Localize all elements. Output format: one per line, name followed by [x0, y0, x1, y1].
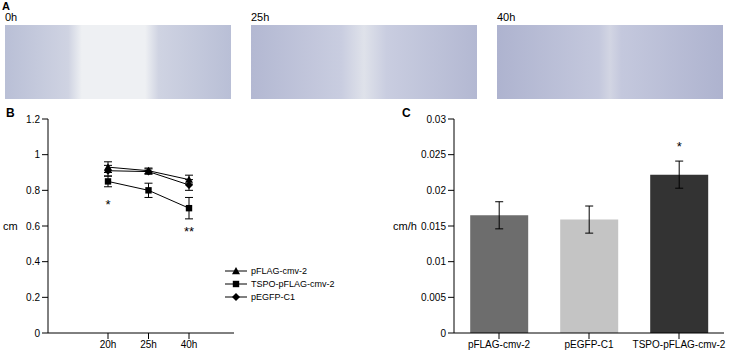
svg-text:0.2: 0.2 [26, 292, 40, 303]
svg-text:40h: 40h [181, 339, 198, 350]
html-text:25h: 25h [251, 11, 270, 23]
svg-text:0: 0 [34, 328, 40, 339]
html-text:B: B [6, 106, 15, 120]
svg-text:**: ** [184, 224, 194, 239]
svg-text:0.01: 0.01 [427, 256, 447, 267]
html-text:A: A [2, 0, 10, 12]
svg-text:20h: 20h [100, 339, 117, 350]
svg-text:TSPO-pFLAG-cmv-2: TSPO-pFLAG-cmv-2 [633, 339, 726, 350]
svg-text:0.03: 0.03 [427, 114, 447, 125]
svg-text:pEGFP-C1: pEGFP-C1 [565, 339, 614, 350]
svg-text:1.2: 1.2 [26, 114, 40, 125]
html-text:C: C [402, 106, 411, 120]
svg-text:pFLAG-cmv-2: pFLAG-cmv-2 [468, 339, 531, 350]
svg-text:0.005: 0.005 [421, 292, 446, 303]
html-text:pEGFP-C1: pEGFP-C1 [251, 291, 295, 302]
html-text:40h: 40h [497, 11, 516, 23]
svg-text:1: 1 [34, 149, 40, 160]
svg-text:0.02: 0.02 [427, 185, 447, 196]
svg-text:0.8: 0.8 [26, 185, 40, 196]
html-text:pFLAG-cmv-2: pFLAG-cmv-2 [251, 265, 307, 276]
svg-text:0: 0 [440, 328, 446, 339]
svg-text:0.015: 0.015 [421, 221, 446, 232]
svg-text:25h: 25h [140, 339, 157, 350]
svg-text:cm/h: cm/h [393, 220, 417, 232]
html-text:TSPO-pFLAG-cmv-2: TSPO-pFLAG-cmv-2 [251, 278, 335, 289]
svg-text:0.025: 0.025 [421, 149, 446, 160]
html-text:0h: 0h [5, 11, 18, 23]
svg-text:0.4: 0.4 [26, 256, 40, 267]
svg-text:0.6: 0.6 [26, 221, 40, 232]
svg-text:*: * [105, 197, 110, 212]
svg-text:*: * [677, 139, 682, 154]
svg-text:cm: cm [8, 220, 18, 232]
